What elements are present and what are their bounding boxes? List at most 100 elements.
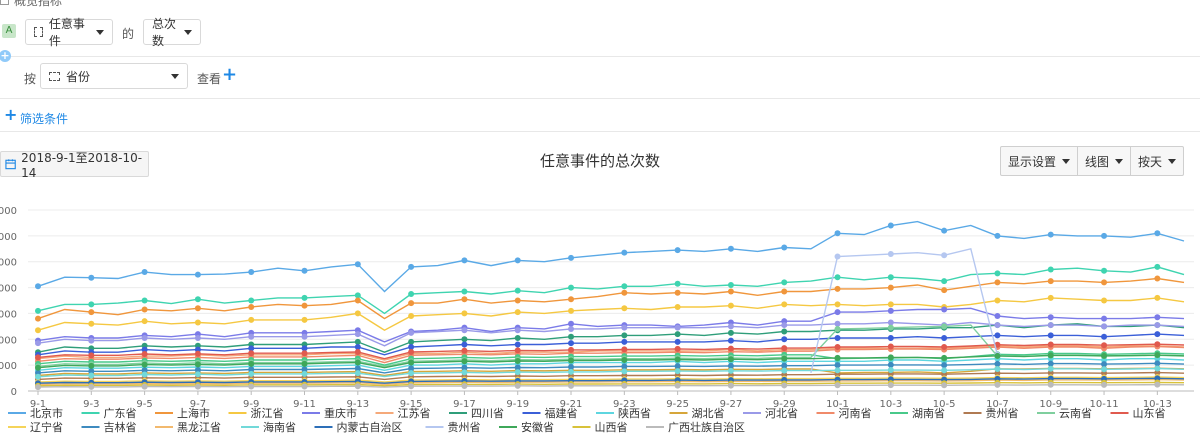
series-line-22[interactable]	[37, 354, 1185, 369]
data-point[interactable]	[1154, 352, 1161, 359]
data-point[interactable]	[834, 325, 841, 332]
data-point[interactable]	[568, 346, 575, 353]
data-point[interactable]	[1047, 365, 1054, 372]
legend-item[interactable]: 河南省	[816, 407, 872, 420]
data-point[interactable]	[941, 287, 948, 294]
data-point[interactable]	[1101, 279, 1108, 286]
data-point[interactable]	[1154, 331, 1161, 338]
data-point[interactable]	[781, 322, 788, 329]
legend-item[interactable]: 浙江省	[228, 407, 284, 420]
add-filter-icon[interactable]: +	[4, 105, 18, 124]
data-point[interactable]	[514, 364, 521, 371]
legend-item[interactable]: 贵州省	[963, 407, 1019, 420]
data-point[interactable]	[674, 382, 681, 389]
data-point[interactable]	[1154, 314, 1161, 321]
data-point[interactable]	[887, 307, 894, 314]
data-point[interactable]	[1154, 341, 1161, 348]
series-line-10[interactable]	[37, 321, 1185, 347]
data-point[interactable]	[674, 303, 681, 310]
series-line-18[interactable]	[37, 378, 1185, 386]
data-point[interactable]	[1047, 352, 1054, 359]
data-point[interactable]	[248, 366, 255, 373]
data-point[interactable]	[354, 261, 361, 268]
data-point[interactable]	[141, 361, 148, 368]
data-point[interactable]	[1047, 294, 1054, 301]
data-point[interactable]	[727, 245, 734, 252]
data-point[interactable]	[568, 368, 575, 375]
data-point[interactable]	[834, 334, 841, 341]
data-point[interactable]	[408, 359, 415, 366]
data-point[interactable]	[568, 382, 575, 389]
data-point[interactable]	[994, 297, 1001, 304]
data-point[interactable]	[408, 329, 415, 336]
data-point[interactable]	[727, 302, 734, 309]
legend-item[interactable]: 北京市	[8, 406, 63, 420]
data-point[interactable]	[1101, 315, 1108, 322]
data-point[interactable]	[834, 274, 841, 281]
legend-item[interactable]: 辽宁省	[8, 420, 63, 434]
data-point[interactable]	[514, 287, 521, 294]
add-event-icon[interactable]: +	[0, 49, 11, 62]
data-point[interactable]	[1047, 341, 1054, 348]
data-point[interactable]	[514, 382, 521, 389]
data-point[interactable]	[194, 371, 201, 378]
data-point[interactable]	[194, 305, 201, 312]
data-point[interactable]	[781, 244, 788, 251]
data-point[interactable]	[1047, 322, 1054, 329]
data-point[interactable]	[194, 334, 201, 341]
data-point[interactable]	[354, 365, 361, 372]
data-point[interactable]	[568, 333, 575, 340]
data-point[interactable]	[834, 362, 841, 369]
data-point[interactable]	[35, 364, 41, 371]
series-line-17[interactable]	[37, 362, 1185, 374]
data-point[interactable]	[621, 363, 628, 370]
data-point[interactable]	[408, 313, 415, 320]
data-point[interactable]	[994, 313, 1001, 320]
data-point[interactable]	[674, 280, 681, 287]
data-point[interactable]	[301, 302, 308, 309]
data-point[interactable]	[301, 267, 308, 274]
data-point[interactable]	[1154, 294, 1161, 301]
data-point[interactable]	[461, 341, 468, 348]
data-point[interactable]	[941, 323, 948, 330]
data-point[interactable]	[1101, 323, 1108, 330]
data-point[interactable]	[781, 382, 788, 389]
data-point[interactable]	[941, 278, 948, 285]
data-point[interactable]	[461, 336, 468, 343]
data-point[interactable]	[834, 309, 841, 316]
data-point[interactable]	[727, 356, 734, 363]
data-point[interactable]	[301, 345, 308, 352]
data-point[interactable]	[88, 362, 95, 369]
data-point[interactable]	[35, 283, 41, 290]
data-point[interactable]	[354, 310, 361, 317]
data-point[interactable]	[727, 288, 734, 295]
data-point[interactable]	[941, 382, 948, 389]
data-point[interactable]	[408, 263, 415, 270]
data-point[interactable]	[781, 355, 788, 362]
data-point[interactable]	[1047, 231, 1054, 238]
data-point[interactable]	[1047, 381, 1054, 388]
series-line-1[interactable]	[37, 266, 1185, 315]
data-point[interactable]	[621, 368, 628, 375]
data-point[interactable]	[301, 333, 308, 340]
data-point[interactable]	[994, 232, 1001, 239]
data-point[interactable]	[568, 307, 575, 314]
data-point[interactable]	[35, 354, 41, 361]
data-point[interactable]	[461, 310, 468, 317]
data-point[interactable]	[301, 366, 308, 373]
series-line-15[interactable]	[37, 343, 1185, 360]
data-point[interactable]	[35, 307, 41, 314]
data-point[interactable]	[834, 285, 841, 292]
data-point[interactable]	[568, 254, 575, 261]
data-point[interactable]	[408, 383, 415, 390]
data-point[interactable]	[1101, 297, 1108, 304]
data-point[interactable]	[88, 301, 95, 308]
data-point[interactable]	[354, 359, 361, 366]
legend-item[interactable]: 山西省	[572, 421, 628, 434]
data-point[interactable]	[88, 320, 95, 327]
group-select[interactable]: 省份	[40, 63, 188, 89]
series-line-11[interactable]	[37, 345, 1185, 364]
series-line-20[interactable]	[37, 377, 1185, 384]
data-point[interactable]	[88, 309, 95, 316]
legend-item[interactable]: 黑龙江省	[155, 421, 221, 434]
